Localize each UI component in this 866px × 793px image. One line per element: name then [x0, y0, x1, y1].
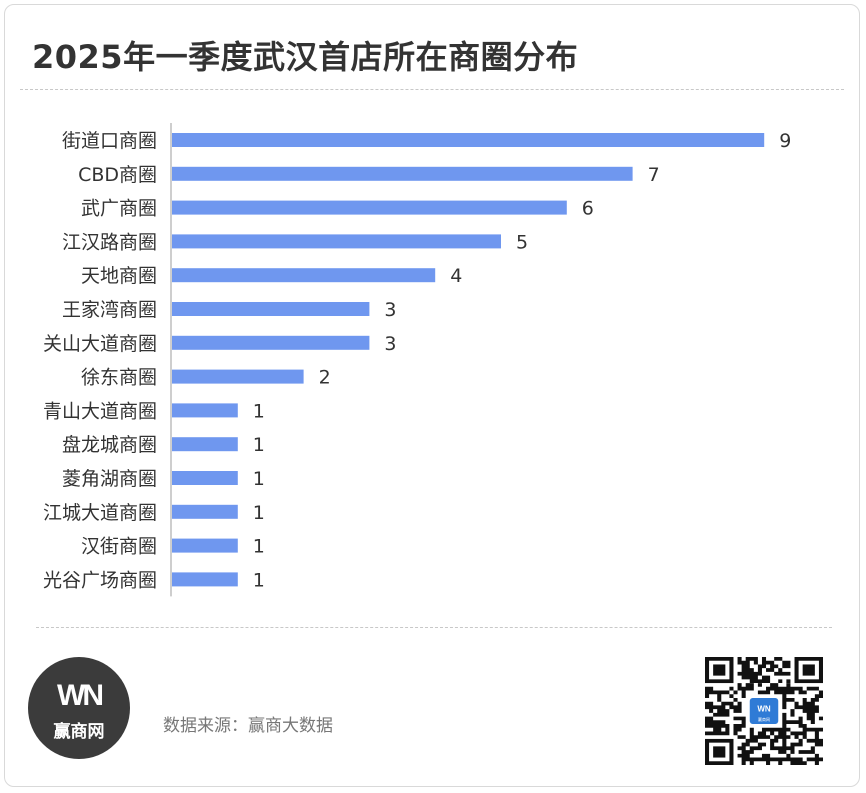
category-label: 青山大道商圈 — [43, 400, 157, 422]
value-label: 3 — [384, 299, 396, 321]
value-label: 6 — [582, 198, 594, 220]
footer-divider — [36, 627, 832, 628]
brand-logo: WN 赢商网 — [28, 657, 130, 759]
bar — [172, 268, 436, 283]
category-label: 武广商圈 — [81, 198, 157, 220]
data-source-text: 数据来源：赢商大数据 — [163, 716, 333, 736]
value-label: 3 — [384, 333, 396, 355]
category-label: 王家湾商圈 — [62, 299, 157, 321]
value-label: 4 — [450, 265, 462, 287]
qr-code-icon: WN 赢商网 — [705, 657, 823, 765]
brand-logo-text: 赢商网 — [53, 721, 105, 742]
title-divider — [20, 89, 844, 90]
value-label: 5 — [516, 231, 528, 253]
bar — [172, 200, 567, 215]
bar — [172, 504, 238, 519]
category-label: 光谷广场商圈 — [43, 569, 157, 591]
value-label: 1 — [253, 468, 265, 490]
value-label: 1 — [253, 569, 265, 591]
category-label: 关山大道商圈 — [43, 333, 157, 355]
category-label: 天地商圈 — [81, 265, 157, 287]
svg-text:WN: WN — [757, 704, 771, 713]
bar — [172, 133, 765, 147]
category-label: 江城大道商圈 — [43, 502, 157, 524]
value-label: 7 — [648, 164, 660, 186]
category-label: CBD商圈 — [78, 164, 157, 186]
bar — [172, 234, 501, 249]
category-label: 盘龙城商圈 — [62, 434, 157, 456]
bar — [172, 572, 238, 587]
bar — [172, 369, 304, 384]
value-label: 1 — [253, 400, 265, 422]
bar — [172, 471, 238, 485]
chart-title: 2025年一季度武汉首店所在商圈分布 — [32, 38, 579, 76]
bar — [172, 437, 238, 452]
value-label: 9 — [779, 130, 791, 152]
value-label: 1 — [253, 434, 265, 456]
bar — [172, 538, 238, 553]
brand-logo-mark: WN — [57, 678, 104, 712]
bar — [172, 302, 370, 316]
bar-chart: 街道口商圈 9 CBD商圈 7 武广商圈 6 江汉路商圈 5 天地商圈 4 王家湾商圈 3 关山大道商圈… — [43, 123, 791, 597]
value-label: 1 — [253, 502, 265, 524]
bar — [172, 335, 370, 350]
value-label: 2 — [319, 367, 331, 389]
category-label: 汉街商圈 — [81, 536, 157, 558]
category-label: 街道口商圈 — [62, 130, 157, 152]
category-label: 徐东商圈 — [81, 367, 157, 389]
category-label: 菱角湖商圈 — [62, 468, 157, 490]
svg-text:赢商网: 赢商网 — [758, 716, 770, 722]
category-label: 江汉路商圈 — [62, 231, 157, 253]
value-label: 1 — [253, 536, 265, 558]
bar — [172, 166, 633, 181]
bar — [172, 403, 238, 418]
